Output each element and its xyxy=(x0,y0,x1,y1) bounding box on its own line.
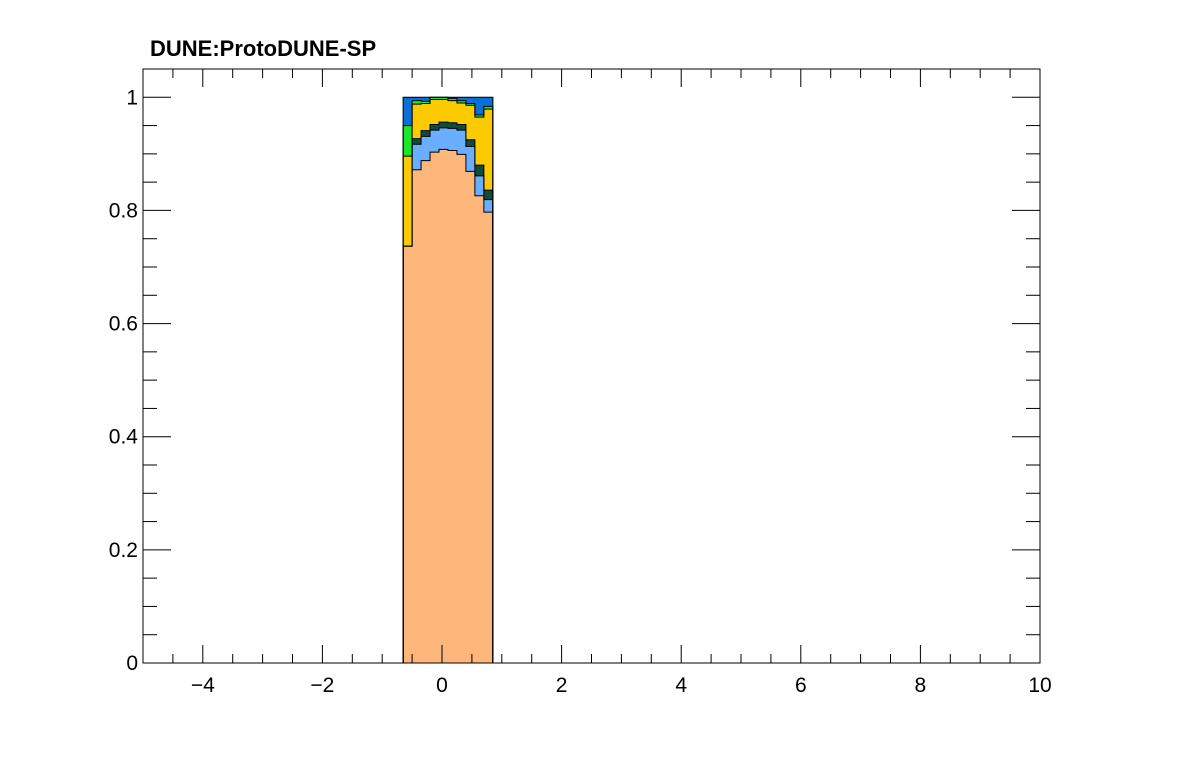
bar-series-2-bin-6 xyxy=(456,124,467,131)
bar-series-4-bin-5 xyxy=(447,98,458,101)
bar-series-5-bin-2 xyxy=(421,97,431,102)
y-tick-label: 1 xyxy=(126,86,138,109)
bar-series-4-bin-1 xyxy=(412,100,422,105)
bar-series-3-bin-8 xyxy=(474,117,485,166)
bar-series-1-bin-9 xyxy=(483,199,494,213)
plot-frame xyxy=(142,68,1041,664)
chart-title: DUNE:ProtoDUNE-SP xyxy=(150,36,377,61)
bar-series-2-bin-4 xyxy=(439,122,449,128)
bar-series-4-bin-6 xyxy=(456,100,467,103)
x-tick-label: 2 xyxy=(556,674,568,697)
bar-series-4-bin-4 xyxy=(439,97,449,100)
bar-series-5-bin-8 xyxy=(474,97,485,115)
bar-series-2-bin-5 xyxy=(447,122,458,129)
y-tick-label: 0 xyxy=(126,652,138,675)
bar-series-2-bin-1 xyxy=(412,138,422,145)
bar-series-4-bin-7 xyxy=(465,103,476,106)
bar-series-3-bin-4 xyxy=(439,99,449,123)
y-tick-label: 0.8 xyxy=(109,199,138,222)
bar-series-2-bin-7 xyxy=(465,139,476,147)
bar-series-0-bin-4 xyxy=(439,149,449,663)
bar-series-4-bin-2 xyxy=(421,101,431,104)
bar-series-0-bin-8 xyxy=(474,195,485,663)
bar-series-0-bin-6 xyxy=(456,154,467,663)
bar-series-3-bin-0 xyxy=(403,156,413,247)
bar-series-2-bin-8 xyxy=(474,165,485,176)
bar-series-0-bin-2 xyxy=(421,160,431,663)
series-outline-0 xyxy=(402,148,494,663)
bar-series-5-bin-6 xyxy=(456,97,467,101)
bar-series-1-bin-5 xyxy=(447,128,458,151)
bar-series-0-bin-5 xyxy=(447,150,458,663)
x-tick-label: 6 xyxy=(795,674,807,697)
bar-series-3-bin-5 xyxy=(447,100,458,123)
x-tick-label: 10 xyxy=(1028,674,1051,697)
bar-series-5-bin-5 xyxy=(447,97,458,99)
bar-series-0-bin-9 xyxy=(483,212,494,663)
x-tick-label: 4 xyxy=(675,674,687,697)
y-tick-label: 0.2 xyxy=(109,539,138,562)
bar-series-2-bin-2 xyxy=(421,130,431,137)
bar-series-2-bin-3 xyxy=(430,124,440,131)
bar-series-3-bin-6 xyxy=(456,102,467,125)
x-tick-label: −2 xyxy=(310,674,334,697)
bar-series-5-bin-1 xyxy=(412,97,422,101)
series-outline-3 xyxy=(402,99,494,663)
x-tick-label: 0 xyxy=(436,674,448,697)
bar-series-2-bin-9 xyxy=(483,190,494,200)
bar-series-5-bin-9 xyxy=(483,97,494,107)
bar-series-1-bin-2 xyxy=(421,136,431,161)
bar-series-5-bin-7 xyxy=(465,97,476,104)
bar-series-1-bin-6 xyxy=(456,130,467,155)
bar-series-3-bin-3 xyxy=(430,99,440,125)
bar-series-0-bin-0 xyxy=(403,246,413,663)
bar-series-3-bin-9 xyxy=(483,109,494,191)
y-tick-label: 0.4 xyxy=(109,426,139,449)
bar-series-0-bin-1 xyxy=(412,169,422,663)
bar-series-3-bin-7 xyxy=(465,105,476,140)
series-outline-2 xyxy=(402,121,494,663)
bar-series-3-bin-1 xyxy=(412,104,422,139)
bar-series-1-bin-8 xyxy=(474,175,485,196)
bar-series-0-bin-3 xyxy=(430,152,440,663)
outline-layer xyxy=(402,96,494,663)
bar-series-4-bin-9 xyxy=(483,106,494,110)
y-tick-label: 0.6 xyxy=(109,313,138,336)
axis-tick-labels: −4 −2 0 2 4 6 8 10 0 0.2 0.4 0.6 0.8 1 xyxy=(109,86,1052,697)
x-tick-label: −4 xyxy=(191,674,215,697)
bars-layer xyxy=(403,97,494,663)
bar-series-1-bin-1 xyxy=(412,144,422,170)
bar-series-0-bin-7 xyxy=(465,171,476,663)
series-outline-1 xyxy=(402,127,494,663)
series-outline-5 xyxy=(402,96,494,663)
bar-series-3-bin-2 xyxy=(421,103,431,131)
bar-series-1-bin-4 xyxy=(439,127,449,150)
series-outline-4 xyxy=(402,96,494,663)
bar-series-5-bin-0 xyxy=(403,97,413,126)
x-tick-label: 8 xyxy=(915,674,927,697)
bar-series-1-bin-7 xyxy=(465,146,476,172)
axis-ticks xyxy=(142,68,1041,664)
bar-series-4-bin-8 xyxy=(474,114,485,118)
bar-series-1-bin-3 xyxy=(430,130,440,153)
bar-series-4-bin-3 xyxy=(430,97,440,100)
bar-series-4-bin-0 xyxy=(403,125,413,157)
